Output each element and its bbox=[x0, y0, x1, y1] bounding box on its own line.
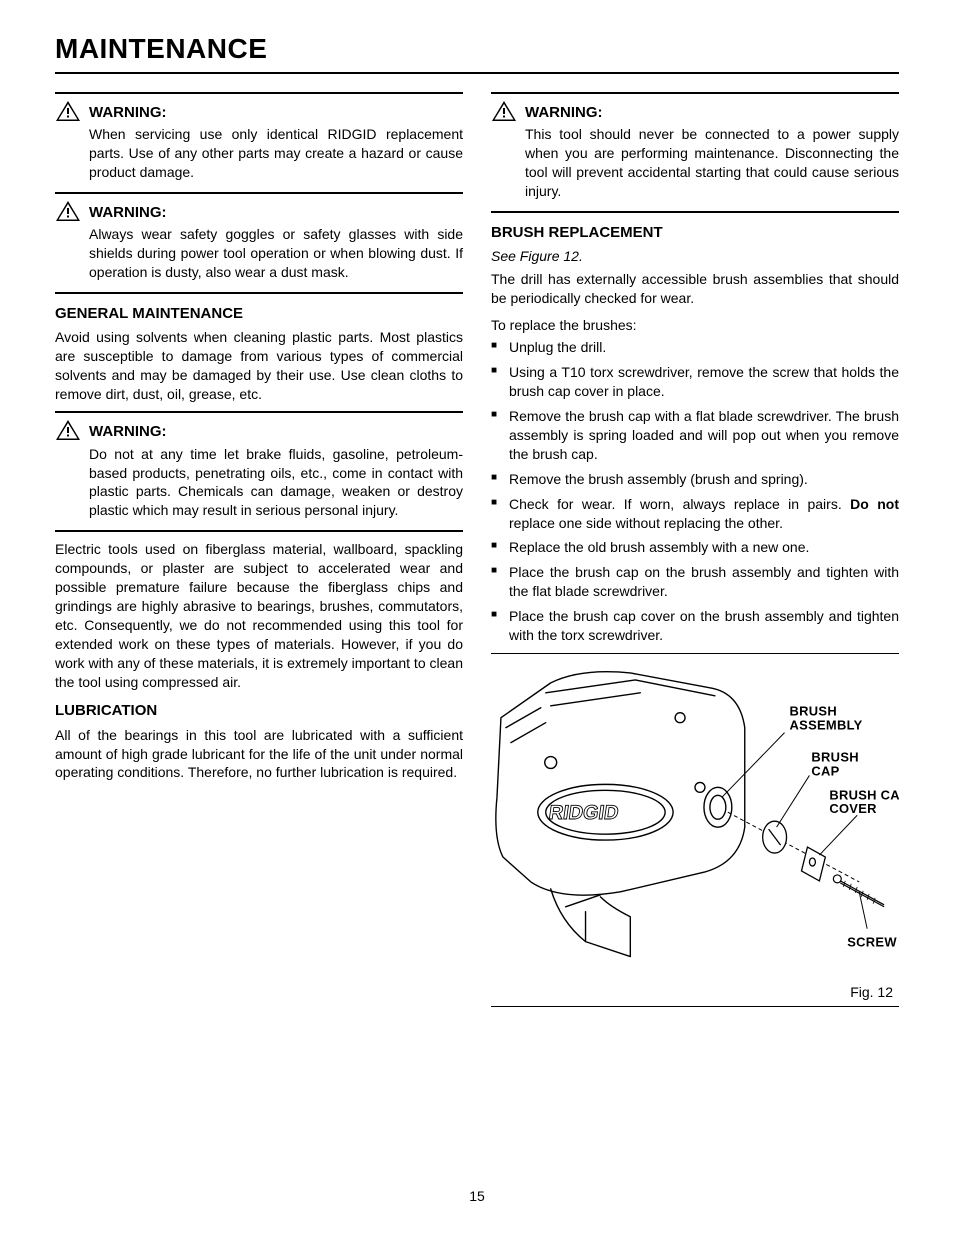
warning-chemicals: WARNING: Do not at any time let brake fl… bbox=[55, 413, 463, 530]
warning-triangle-icon bbox=[55, 419, 81, 441]
warning-body: Do not at any time let brake fluids, gas… bbox=[89, 445, 463, 521]
figure-12: RIDGID bbox=[491, 653, 899, 1007]
warning-triangle-icon bbox=[491, 100, 517, 122]
paragraph: Avoid using solvents when cleaning plast… bbox=[55, 328, 463, 404]
list-item: Place the brush cap on the brush assembl… bbox=[491, 563, 899, 601]
right-column: WARNING: This tool should never be conne… bbox=[491, 92, 899, 1007]
list-item: Remove the brush cap with a flat blade s… bbox=[491, 407, 899, 464]
list-item: Replace the old brush assembly with a ne… bbox=[491, 538, 899, 557]
callout-brush-cap-cover: BRUSH CAP COVER bbox=[829, 787, 899, 816]
callout-screw: SCREW bbox=[847, 934, 897, 949]
page-number: 15 bbox=[55, 1187, 899, 1206]
brush-steps-list: Unplug the drill. Using a T10 torx screw… bbox=[491, 338, 899, 644]
svg-text:RIDGID: RIDGID bbox=[547, 802, 620, 824]
list-item: Remove the brush assembly (brush and spr… bbox=[491, 470, 899, 489]
figure-caption: Fig. 12 bbox=[491, 981, 899, 1002]
list-item: Using a T10 torx screwdriver, remove the… bbox=[491, 363, 899, 401]
callout-brush-assembly: BRUSH ASSEMBLY bbox=[790, 704, 863, 733]
list-item: Unplug the drill. bbox=[491, 338, 899, 357]
paragraph-fiberglass: Electric tools used on fiberglass materi… bbox=[55, 540, 463, 691]
warning-title: WARNING: bbox=[525, 100, 603, 123]
warning-body: When servicing use only identical RIDGID… bbox=[89, 125, 463, 182]
paragraph: The drill has externally accessible brus… bbox=[491, 270, 899, 308]
figure-reference: See Figure 12. bbox=[491, 247, 899, 266]
paragraph: All of the bearings in this tool are lub… bbox=[55, 726, 463, 783]
warning-title: WARNING: bbox=[89, 100, 167, 123]
page-title: MAINTENANCE bbox=[55, 30, 899, 74]
section-lubrication: LUBRICATION bbox=[55, 701, 463, 721]
rule bbox=[55, 530, 463, 532]
paragraph: To replace the brushes: bbox=[491, 316, 899, 335]
list-item: Place the brush cap cover on the brush a… bbox=[491, 607, 899, 645]
warning-goggles: WARNING: Always wear safety goggles or s… bbox=[55, 194, 463, 292]
left-column: WARNING: When servicing use only identic… bbox=[55, 92, 463, 1007]
warning-power-supply: WARNING: This tool should never be conne… bbox=[491, 94, 899, 211]
two-column-layout: WARNING: When servicing use only identic… bbox=[55, 92, 899, 1007]
warning-servicing: WARNING: When servicing use only identic… bbox=[55, 94, 463, 192]
section-brush-replacement: BRUSH REPLACEMENT bbox=[491, 223, 899, 243]
warning-body: Always wear safety goggles or safety gla… bbox=[89, 225, 463, 282]
rule bbox=[491, 211, 899, 213]
rule bbox=[55, 292, 463, 294]
warning-triangle-icon bbox=[55, 100, 81, 122]
warning-title: WARNING: bbox=[89, 200, 167, 223]
drill-diagram: RIDGID bbox=[491, 658, 899, 976]
section-general-maintenance: GENERAL MAINTENANCE bbox=[55, 304, 463, 324]
warning-title: WARNING: bbox=[89, 419, 167, 442]
callout-brush-cap: BRUSH CAP bbox=[811, 749, 862, 778]
warning-triangle-icon bbox=[55, 200, 81, 222]
warning-body: This tool should never be connected to a… bbox=[525, 125, 899, 201]
list-item: Check for wear. If worn, always replace … bbox=[491, 495, 899, 533]
